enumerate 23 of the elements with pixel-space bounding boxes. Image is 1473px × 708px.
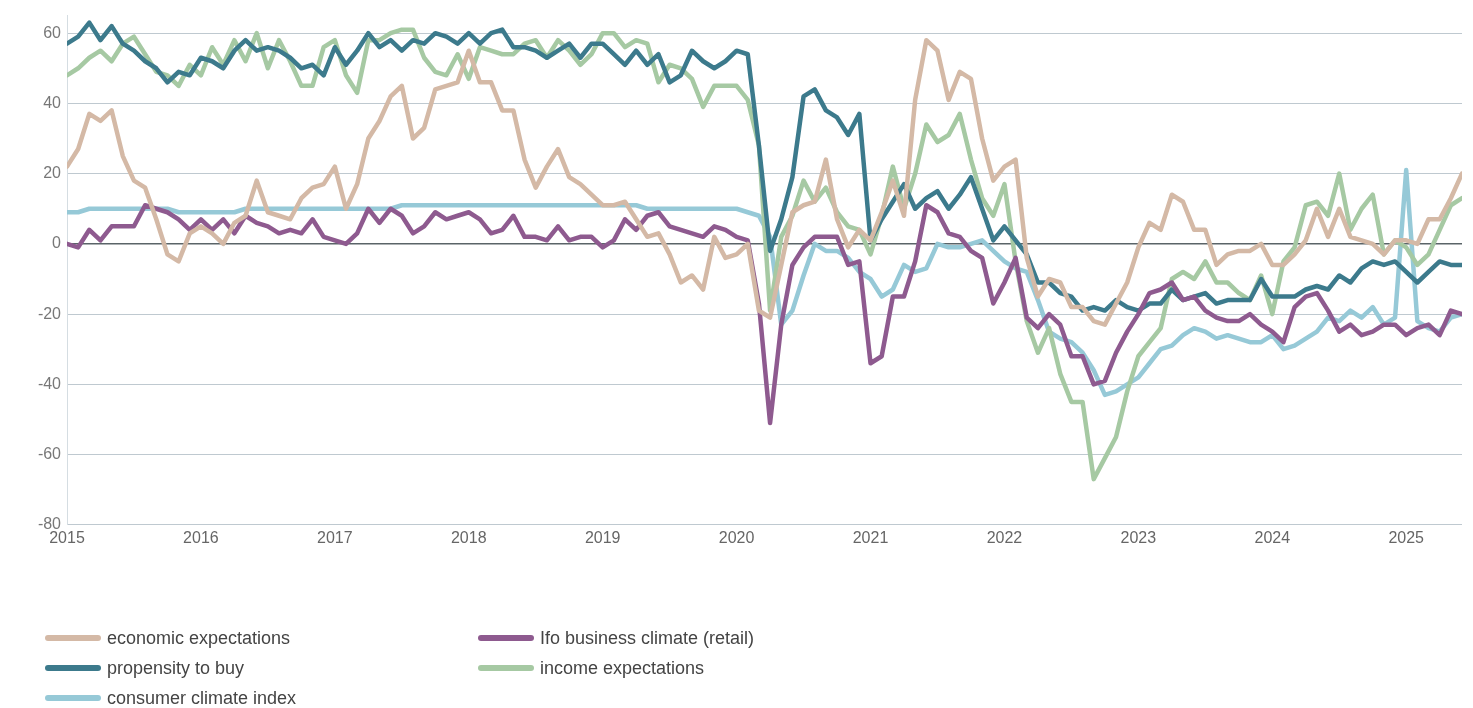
legend-label: propensity to buy: [107, 657, 245, 679]
y-tick-label: -20: [37, 304, 62, 322]
x-tick-label: 2018: [450, 528, 487, 546]
x-tick-label: 2022: [986, 528, 1023, 546]
legend-label: Ifo business climate (retail): [540, 627, 755, 649]
legend-label: income expectations: [540, 657, 705, 679]
y-tick-label: 60: [43, 23, 62, 41]
legend-label: economic expectations: [107, 627, 291, 649]
x-tick-label: 2021: [852, 528, 889, 546]
x-tick-label: 2025: [1388, 528, 1425, 546]
legend-label: consumer climate index: [107, 687, 297, 708]
x-tick-label: 2017: [317, 528, 353, 546]
x-tick-label: 2015: [49, 528, 85, 546]
x-tick-label: 2024: [1254, 528, 1291, 546]
y-tick-label: -60: [37, 444, 62, 462]
x-tick-label: 2023: [1120, 528, 1157, 546]
y-tick-label: 20: [43, 164, 62, 182]
y-tick-label: -40: [37, 374, 62, 392]
y-tick-label: 0: [52, 234, 62, 252]
x-tick-label: 2020: [718, 528, 755, 546]
y-tick-label: 40: [43, 93, 62, 111]
x-tick-label: 2019: [584, 528, 621, 546]
x-tick-label: 2016: [183, 528, 219, 546]
